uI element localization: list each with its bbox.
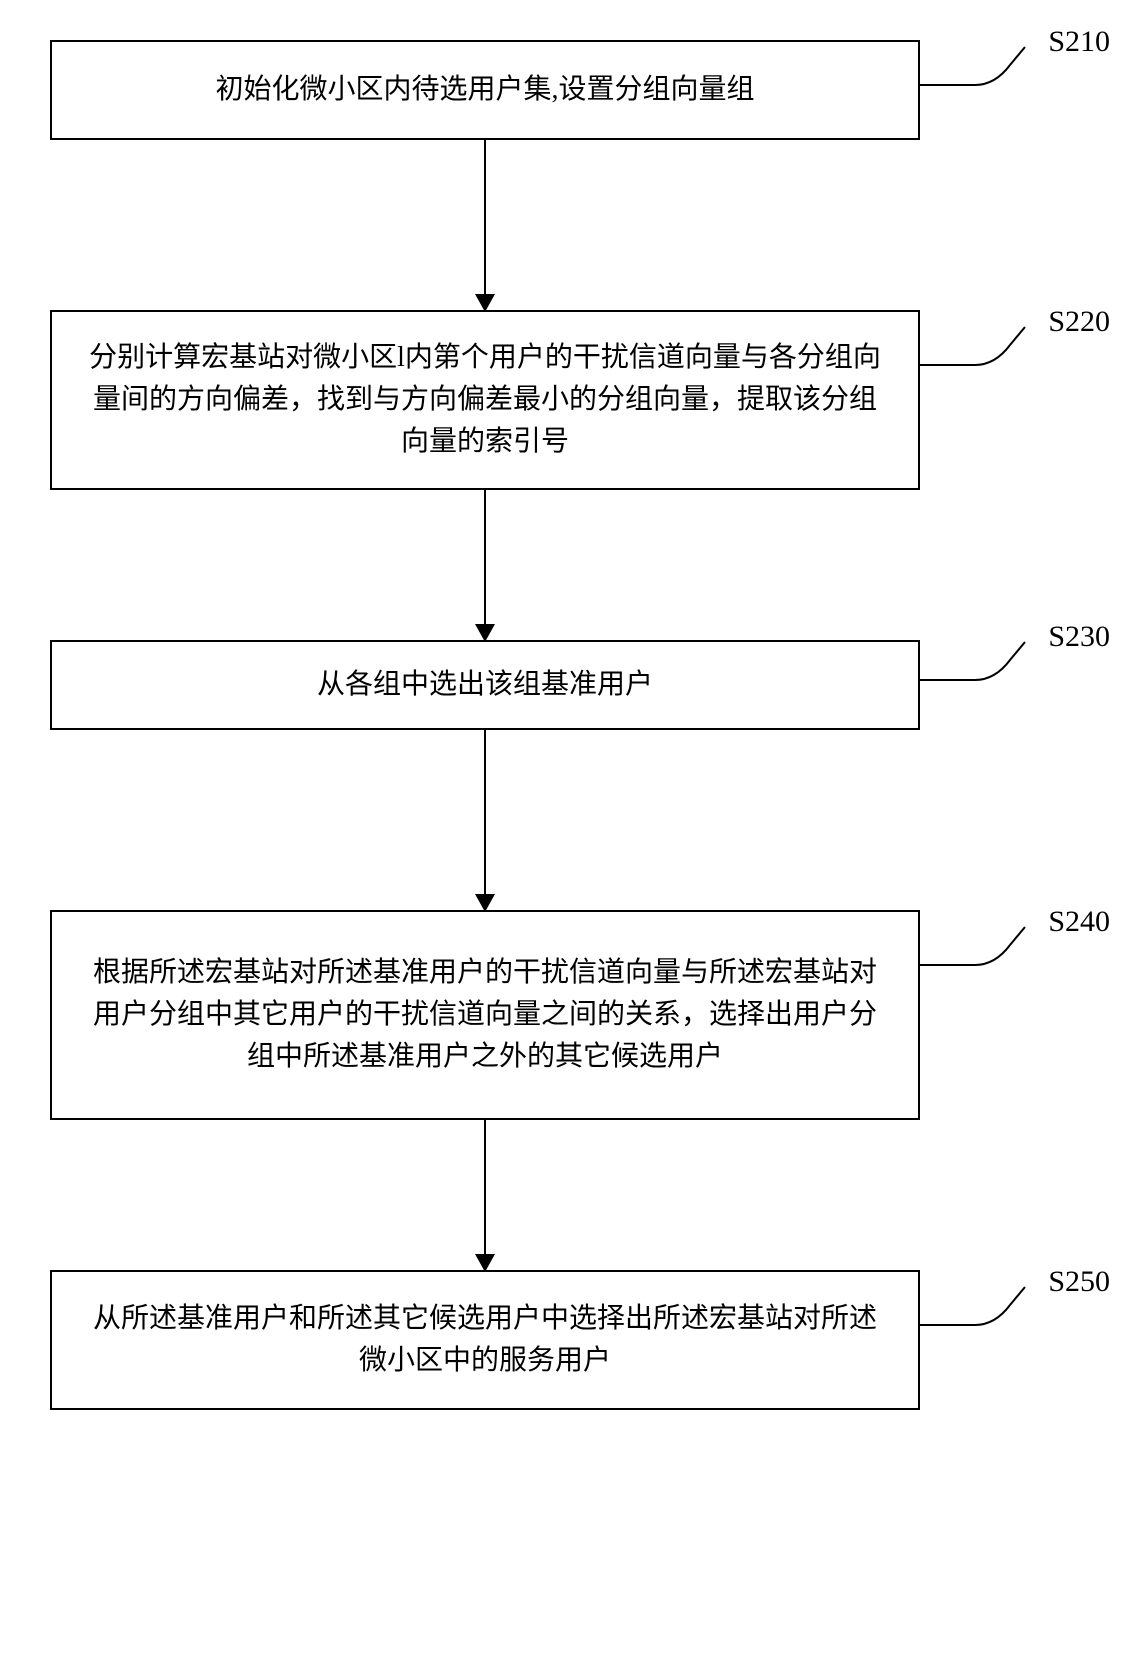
step-label: S210 <box>1048 25 1110 59</box>
flowchart-box: 分别计算宏基站对微小区l内第个用户的干扰信道向量与各分组向量间的方向偏差，找到与… <box>50 310 920 490</box>
step-label: S250 <box>1048 1265 1110 1299</box>
arrow-line <box>484 1120 486 1270</box>
connector-curve <box>920 1275 1050 1335</box>
connector-curve <box>920 315 1050 375</box>
flow-arrow <box>50 730 920 910</box>
step-label: S220 <box>1048 305 1110 339</box>
connector-curve <box>920 630 1050 690</box>
step-connector: S230 <box>920 640 1080 730</box>
flow-arrow <box>50 1120 920 1270</box>
arrow-line <box>484 490 486 640</box>
flowchart-box: 初始化微小区内待选用户集,设置分组向量组 <box>50 40 920 140</box>
flow-arrow <box>50 490 920 640</box>
arrow-line <box>484 730 486 910</box>
step-connector: S220 <box>920 310 1080 490</box>
arrow-line <box>484 140 486 310</box>
step-connector: S240 <box>920 910 1080 1120</box>
step-row: 分别计算宏基站对微小区l内第个用户的干扰信道向量与各分组向量间的方向偏差，找到与… <box>30 310 1100 490</box>
step-row: 从各组中选出该组基准用户S230 <box>30 640 1100 730</box>
flow-arrow <box>50 140 920 310</box>
step-row: 从所述基准用户和所述其它候选用户中选择出所述宏基站对所述微小区中的服务用户S25… <box>30 1270 1100 1410</box>
flowchart-container: 初始化微小区内待选用户集,设置分组向量组S210 分别计算宏基站对微小区l内第个用… <box>30 40 1100 1410</box>
flowchart-box: 从所述基准用户和所述其它候选用户中选择出所述宏基站对所述微小区中的服务用户 <box>50 1270 920 1410</box>
flowchart-box: 根据所述宏基站对所述基准用户的干扰信道向量与所述宏基站对用户分组中其它用户的干扰… <box>50 910 920 1120</box>
step-label: S230 <box>1048 620 1110 654</box>
connector-curve <box>920 915 1050 975</box>
step-connector: S250 <box>920 1270 1080 1410</box>
step-row: 初始化微小区内待选用户集,设置分组向量组S210 <box>30 40 1100 140</box>
flowchart-box: 从各组中选出该组基准用户 <box>50 640 920 730</box>
connector-curve <box>920 35 1050 95</box>
step-connector: S210 <box>920 40 1080 140</box>
step-row: 根据所述宏基站对所述基准用户的干扰信道向量与所述宏基站对用户分组中其它用户的干扰… <box>30 910 1100 1120</box>
step-label: S240 <box>1048 905 1110 939</box>
